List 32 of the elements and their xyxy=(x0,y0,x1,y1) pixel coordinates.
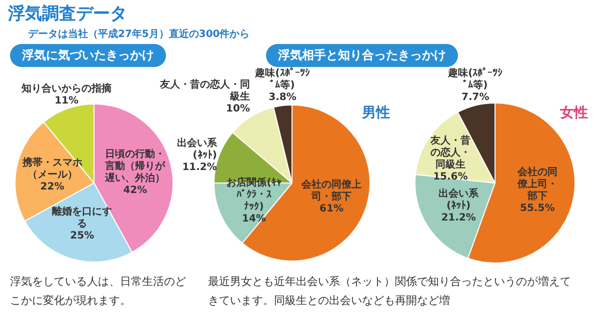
data-label: 11.2% xyxy=(182,162,217,173)
slice-label: 知り合いからの指摘 xyxy=(20,82,112,94)
slice-label: 出会い系(ﾈｯﾄ) xyxy=(438,187,480,212)
chart-title: 浮気調査データ xyxy=(8,3,127,25)
data-label: 61% xyxy=(320,204,344,215)
slice-label: 趣味(ｽﾎﾟｰﾂｼﾞﾑ等) xyxy=(254,67,310,92)
slice-label: お店関係(ｷｬﾊﾞｸﾗ・ｽﾅｯｸ) xyxy=(226,176,282,212)
slice-label: 離婚を口にする xyxy=(51,205,112,230)
text: 浮気をしている人は、日常生活のどこかに変化が現れます。 xyxy=(10,274,187,309)
text: 最近男女とも近年出会い系（ネット）関係で知り合ったというのが増えてきています。同級生との出会いなども再開など増 xyxy=(208,274,572,309)
chart-title: 浮気相手と知り合ったきっかけ xyxy=(266,44,458,67)
text: 浮気に気づいたきっかけ xyxy=(10,44,166,67)
slice-label: 友人・昔の恋人・同級生 xyxy=(158,78,250,102)
slice-label: 日頃の行動・言動（帰りが遅い、外泊） xyxy=(104,148,166,184)
slice-label: 趣味(ｽﾎﾟｰﾂｼﾞﾑ等) xyxy=(447,66,503,91)
slice-label: 会社の同僚上司・部下 xyxy=(516,166,558,202)
data-label: 3.8% xyxy=(268,92,296,104)
slice-label: 会社の同僚上司・部下 xyxy=(300,178,362,203)
data-label: 7.7% xyxy=(461,92,490,103)
data-label: 15.6% xyxy=(433,171,468,182)
data-label: 42% xyxy=(123,184,148,196)
chart-subtitle: データは当社（平成27年5月）直近の300件から xyxy=(28,28,250,41)
text: 男性 xyxy=(362,104,390,122)
data-label: 22% xyxy=(40,182,64,193)
text: 女性 xyxy=(560,104,588,122)
slice-label: 出会い系(ﾈｯﾄ) xyxy=(176,136,218,161)
data-label: 25% xyxy=(70,230,94,242)
data-label: 55.5% xyxy=(520,202,555,214)
slice-label: 友人・昔の恋人・同級生 xyxy=(429,134,470,170)
data-label: 10% xyxy=(226,103,250,114)
data-label: 11% xyxy=(54,95,79,106)
data-label: 21.2% xyxy=(441,212,476,224)
